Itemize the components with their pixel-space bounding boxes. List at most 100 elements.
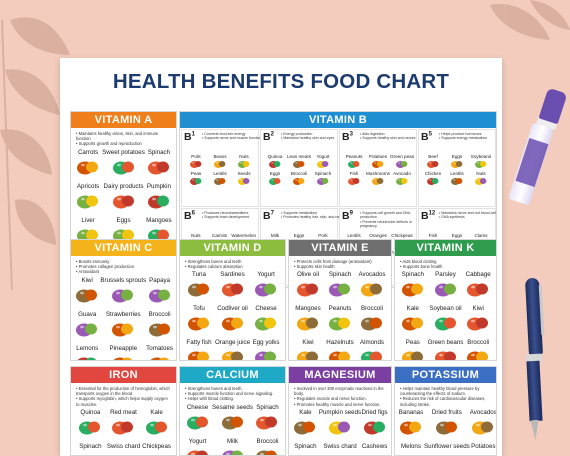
food-item: Apricots <box>74 183 102 217</box>
food-grid: Kiwi Brussels sprouts Papaya Guava Strawberr… <box>71 275 176 360</box>
food-label: Olive oil <box>296 271 319 279</box>
food-item: Spinach <box>253 404 282 438</box>
food-illustration-icon <box>269 178 281 186</box>
food-illustration-icon <box>256 450 278 455</box>
benefit-item: Supports cell growth and DNA production <box>360 211 424 220</box>
card-vitamin-d: VITAMIN D Strengthens bones and teethReg… <box>179 239 286 361</box>
food-illustration-icon <box>269 161 281 169</box>
food-item: Potatoes <box>366 154 390 171</box>
food-label: Peas <box>405 339 420 347</box>
card-header: VITAMIN K <box>395 240 496 256</box>
food-illustration-icon <box>434 351 456 360</box>
vitamin-b-tag: B12 <box>421 210 435 222</box>
food-label: Milk <box>227 437 238 445</box>
benefit-item: Regulates muscle and nerve function. <box>294 396 387 401</box>
food-item: Fish <box>342 171 366 188</box>
food-illustration-icon <box>361 283 382 297</box>
food-illustration-icon <box>293 161 305 169</box>
food-label: Pork <box>318 233 328 238</box>
food-label: Broccoli <box>360 305 383 313</box>
vitamin-b-tag: B3 <box>342 131 353 143</box>
food-item: Almonds <box>356 339 388 360</box>
benefit-item: Involved in over 300 enzymatic reactions… <box>294 386 387 396</box>
food-label: Eggs <box>116 216 131 224</box>
vitamin-b-tag: B5 <box>421 131 432 143</box>
food-label: Tofu <box>193 305 205 313</box>
food-label: Pumpkin seeds <box>318 408 362 416</box>
food-illustration-icon <box>221 317 243 331</box>
food-label: Cabbage <box>465 271 491 279</box>
food-item: Fatty fish <box>183 339 215 360</box>
food-item: Broccoli <box>146 311 173 345</box>
food-item: Pumpkin seeds <box>319 409 361 443</box>
food-label: Avocados <box>469 408 497 416</box>
food-illustration-icon <box>327 452 353 456</box>
food-item: Avocados <box>356 271 388 305</box>
food-illustration-icon <box>297 317 318 331</box>
food-item: Peanuts <box>342 154 366 171</box>
food-item: Kiwi <box>463 305 493 339</box>
food-label: Spinach <box>401 271 424 279</box>
benefit-item: Helps produce hormones <box>439 132 496 136</box>
food-item: Pork <box>184 154 208 171</box>
benefit-list: Protects cells from damage (antioxidant)… <box>289 256 391 269</box>
food-illustration-icon <box>77 195 99 209</box>
card-header: VITAMIN C <box>71 240 176 256</box>
food-grid: Bananas Dried fruits Avocados Melons Sunflow… <box>395 407 497 456</box>
food-illustration-icon <box>434 283 456 297</box>
food-label: Beef <box>428 154 438 159</box>
food-item: Sweet potatoes <box>102 149 145 183</box>
vitamin-b-tag: B9 <box>342 210 353 222</box>
food-item: Parsley <box>428 271 464 305</box>
food-illustration-icon <box>467 283 489 297</box>
food-label: Guava <box>78 310 97 318</box>
food-illustration-icon <box>472 421 494 435</box>
food-label: Egg yolks <box>252 339 280 347</box>
benefit-item: Helps with blood clotting. <box>185 396 281 401</box>
food-item: Papaya <box>146 277 173 311</box>
food-label: Dried fruits <box>431 408 462 416</box>
food-label: Milk <box>270 233 280 238</box>
food-item: Potatoes <box>470 443 496 455</box>
food-label: Melons <box>401 442 421 450</box>
benefit-list: Strengthens bones and teethRegulates cal… <box>180 256 285 269</box>
food-label: Kale <box>406 305 419 313</box>
food-illustration-icon <box>427 161 439 169</box>
food-item: Spinach <box>145 149 173 183</box>
food-item: Broccoli <box>253 438 282 455</box>
vitamin-b1-panel: B1Converts food into energySupports nerv… <box>181 129 262 207</box>
benefit-item: DNA synthesis <box>439 215 496 219</box>
food-illustration-icon <box>76 289 98 303</box>
food-item: Chickpeas <box>140 442 173 455</box>
benefit-item: Boosts immunity <box>76 259 172 264</box>
food-illustration-icon <box>149 357 169 360</box>
food-label: Kiwi <box>81 276 93 284</box>
food-item: Green peas <box>390 154 414 171</box>
food-label: Chickpeas <box>142 442 172 450</box>
benefit-item: Energy production <box>281 132 345 136</box>
food-label: Beans <box>213 154 227 159</box>
food-item: Cheese <box>250 305 282 339</box>
card-potassium: POTASSIUM Helps maintain healthy blood p… <box>394 366 497 456</box>
benefit-item: Regulates calcium absorption <box>185 264 281 269</box>
food-item: Lentils <box>445 171 469 188</box>
vitamin-b-number: 3 <box>349 131 353 138</box>
food-label: Green beans <box>427 339 464 347</box>
food-label: Papaya <box>149 276 171 284</box>
benefit-item: Aids digestion <box>360 132 424 136</box>
benefit-item: Supports skin health <box>294 264 387 269</box>
food-item: Spinach <box>311 171 335 188</box>
food-label: Eggs <box>451 154 463 159</box>
benefit-list: Helps produce hormonesSupports energy me… <box>439 132 496 141</box>
food-item: Pineapple <box>100 345 146 360</box>
food-illustration-icon <box>372 178 384 186</box>
food-label: Almonds <box>359 339 385 347</box>
food-illustration-icon <box>255 317 277 331</box>
food-illustration-icon <box>221 450 243 455</box>
food-grid: Carrots Sweet potatoes Spinach Apricots Dair… <box>71 147 176 251</box>
food-item: Mangoes <box>292 305 324 339</box>
food-label: Dairy products <box>103 182 144 190</box>
food-illustration-icon <box>348 161 360 169</box>
food-item: Peas <box>184 171 208 188</box>
food-illustration-icon <box>398 452 424 456</box>
